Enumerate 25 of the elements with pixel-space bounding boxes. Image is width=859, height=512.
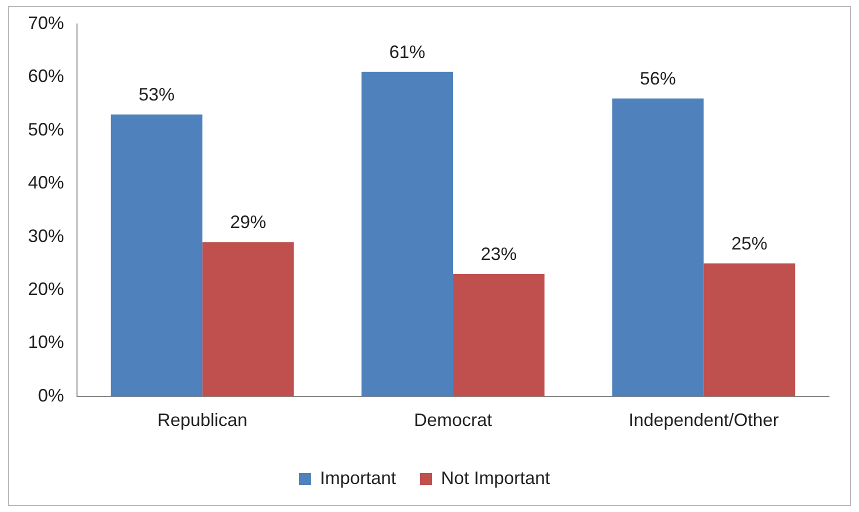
data-label: 53% xyxy=(138,84,175,104)
data-label: 56% xyxy=(640,68,676,88)
data-label: 29% xyxy=(230,212,266,232)
bar xyxy=(453,274,545,396)
bar xyxy=(612,98,704,396)
bar xyxy=(362,72,454,396)
legend-label: Not Important xyxy=(440,468,550,488)
y-tick-label: 60% xyxy=(28,66,64,86)
y-tick-label: 0% xyxy=(38,385,64,406)
y-tick-label: 30% xyxy=(28,226,64,246)
bar xyxy=(110,114,202,396)
x-tick-label: Democrat xyxy=(414,410,492,430)
data-label: 23% xyxy=(480,244,517,264)
bar xyxy=(704,263,796,396)
bar xyxy=(202,242,294,396)
y-tick-label: 70% xyxy=(28,12,64,33)
y-tick-label: 50% xyxy=(28,119,64,140)
x-tick-label: Independent/Other xyxy=(628,410,779,430)
data-label: 61% xyxy=(389,42,426,62)
y-tick-label: 20% xyxy=(28,278,64,299)
legend-label: Important xyxy=(320,468,396,488)
data-label: 25% xyxy=(731,233,768,254)
y-tick-label: 40% xyxy=(28,172,64,193)
y-tick-label: 10% xyxy=(28,332,64,352)
x-tick-label: Republican xyxy=(157,410,248,430)
